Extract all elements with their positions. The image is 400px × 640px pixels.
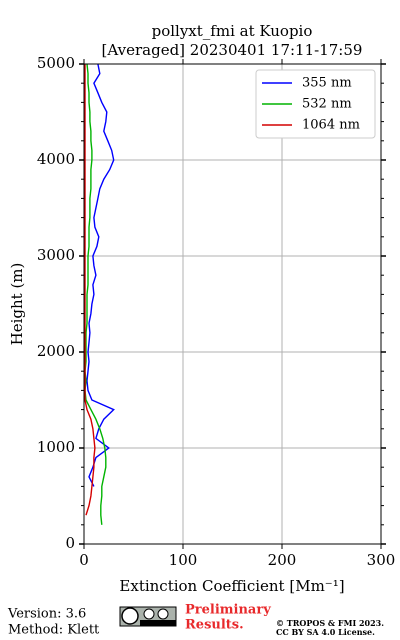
- version: Version: 3.6: [7, 607, 86, 622]
- x-tick-label: 200: [268, 551, 297, 569]
- profile-line: [84, 63, 107, 525]
- x-axis-label: Extinction Coefficient [Mm⁻¹]: [119, 577, 344, 595]
- cc-logo: [119, 606, 177, 627]
- preliminary: Results.: [185, 618, 244, 633]
- y-tick-label: 1000: [37, 438, 75, 456]
- preliminary: Preliminary: [185, 603, 271, 618]
- y-tick-label: 4000: [37, 150, 75, 168]
- y-tick-label: 2000: [37, 342, 75, 360]
- copyright: © TROPOS & FMI 2023.: [276, 618, 384, 628]
- x-tick-label: 100: [169, 551, 198, 569]
- y-tick-label: 3000: [37, 246, 75, 264]
- y-tick-label: 5000: [37, 54, 75, 72]
- legend-label: 1064 nm: [302, 118, 360, 133]
- legend-box: [255, 69, 376, 139]
- x-tick-label: 300: [367, 551, 396, 569]
- copyright: CC BY SA 4.0 License.: [276, 627, 375, 637]
- y-axis-label: Height (m): [8, 263, 26, 346]
- y-tick-label: 0: [65, 534, 75, 552]
- profile-line: [86, 63, 115, 487]
- plot-frame: [83, 63, 382, 545]
- x-tick-label: 0: [79, 551, 89, 569]
- chart-title: pollyxt_fmi at Kuopio: [152, 22, 313, 40]
- profile-line: [84, 64, 96, 516]
- legend-label: 355 nm: [302, 76, 352, 91]
- method: Method: Klett: [8, 623, 100, 638]
- legend-label: 532 nm: [302, 97, 352, 112]
- chart-subtitle: [Averaged] 20230401 17:11-17:59: [102, 41, 363, 59]
